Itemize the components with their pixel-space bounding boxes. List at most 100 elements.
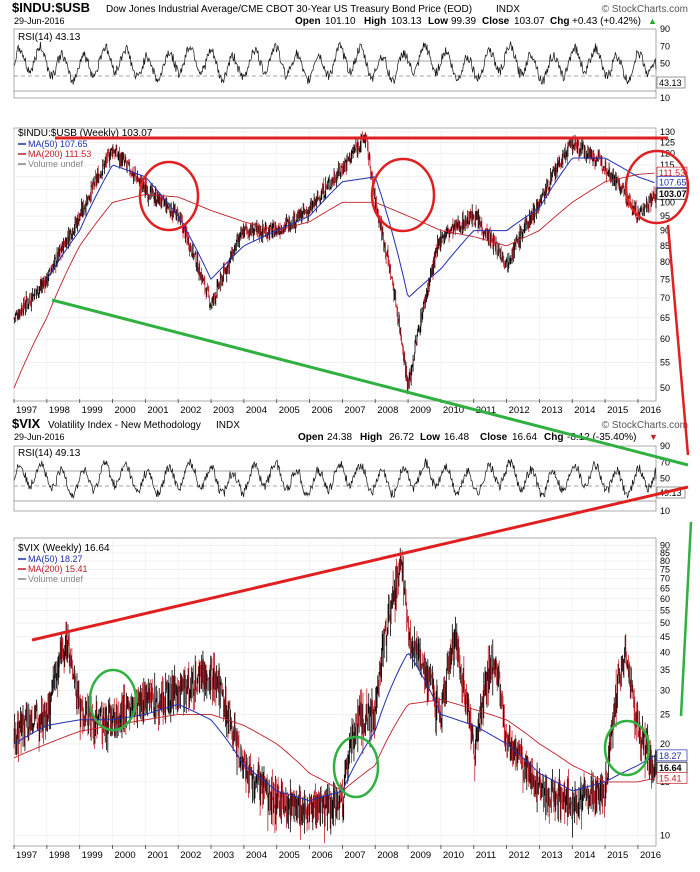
bottom-high-value: 26.72 [389, 432, 414, 443]
top-year-label: 2016 [640, 405, 661, 416]
top-rsi-value-text: 43.13 [659, 78, 682, 88]
top-rsi-value-tag [656, 76, 686, 89]
bottom-tick-label: 85 [660, 548, 670, 558]
bottom-grid [13, 541, 656, 845]
bottom-tick-label: 25 [660, 709, 670, 719]
bottom-rsi-ticks: 9070503010 [660, 441, 670, 516]
bottom-tick-label: 70 [660, 574, 670, 584]
bottom-date: 29-Jun-2016 [14, 432, 65, 442]
bottom-year-label: 2001 [147, 850, 168, 861]
bottom-year-label: 1998 [49, 850, 70, 861]
top-rsi-frame [13, 28, 657, 99]
bottom-ma50-line [13, 652, 655, 802]
top-year-label: 2011 [476, 405, 496, 416]
bottom-year-label: 2004 [246, 850, 267, 861]
top-year-label: 2003 [213, 405, 234, 416]
bottom-tick-label: 20 [660, 739, 670, 749]
top-symbol: $INDU:$USB [12, 0, 90, 15]
top-tick-label: 50 [660, 383, 670, 393]
bottom-chg-value: -8.12 (-35.40%) [567, 432, 636, 443]
top-tick-label: 125 [660, 138, 675, 148]
bottom-low-value: 16.48 [444, 432, 469, 443]
bottom-year-axis: 1997 1998 1999 2000 2001 2002 2003 2004 2005 2006… [13, 845, 661, 861]
top-year-label: 2001 [147, 405, 168, 416]
bottom-rsi-tick-label: 90 [660, 441, 670, 451]
top-rsi-ticks: 9070503010 [660, 24, 670, 103]
top-year-label: 1997 [16, 405, 37, 416]
top-tick-label: 60 [660, 334, 670, 344]
bottom-chg-label: Chg [544, 432, 563, 443]
bottom-year-label: 2011 [476, 850, 496, 861]
bottom-rsi-line [13, 458, 657, 499]
top-title: Dow Jones Industrial Average/CME CBOT 30… [106, 4, 472, 15]
bottom-year-label: 2007 [344, 850, 365, 861]
top-tick-label: 85 [660, 241, 670, 251]
top-circle-2016 [624, 149, 690, 225]
top-rsi-tick-label: 10 [660, 93, 670, 103]
top-tick-label: 65 [660, 313, 670, 323]
bottom-year-label: 2016 [640, 850, 661, 861]
top-grid [13, 130, 656, 399]
top-year-label: 2009 [410, 405, 431, 416]
top-tick-label: 55 [660, 358, 670, 368]
bottom-low-label: Low [420, 432, 440, 443]
bottom-tick-label: 80 [660, 556, 670, 566]
top-legend-item: MA(200) 111.53 [28, 149, 91, 159]
bottom-rsi-value-text: 49.13 [659, 488, 682, 498]
top-year-label: 2000 [115, 405, 136, 416]
top-rsi-tick-label: 50 [660, 59, 670, 69]
top-main-label: $INDU:$USB (Weekly) 103.07 [18, 128, 153, 139]
top-low-label: Low [428, 16, 448, 27]
bottom-rsi-label: RSI(14) 49.13 [18, 448, 81, 459]
bottom-ma200-line [13, 699, 655, 792]
bottom-year-label: 2015 [607, 850, 628, 861]
vix-circle-2007 [332, 735, 380, 799]
vix-up-line [679, 521, 693, 717]
bottom-year-label: 2006 [312, 850, 333, 861]
top-date: 29-Jun-2016 [14, 16, 65, 26]
top-year-label: 2004 [246, 405, 267, 416]
bottom-open-value: 24.38 [327, 432, 352, 443]
bottom-year-label: 1997 [16, 850, 37, 861]
top-year-label: 2015 [607, 405, 628, 416]
top-tag-text: 103.07 [659, 189, 687, 199]
bottom-rsi-tick-label: 70 [660, 457, 670, 467]
bottom-tick-label: 35 [660, 665, 670, 675]
top-ma50-line [46, 157, 655, 298]
bottom-tick-label: 60 [660, 594, 670, 604]
top-drop-line [666, 224, 690, 456]
bottom-year-label: 2014 [574, 850, 595, 861]
top-tick-label: 80 [660, 257, 670, 267]
bottom-legend-item: MA(200) 15.41 [28, 564, 88, 574]
bottom-year-label: 2008 [377, 850, 398, 861]
bottom-tick-label: 10 [660, 830, 670, 840]
top-high-label: High [364, 16, 386, 27]
top-credit: © StockCharts.com [602, 4, 688, 15]
top-year-label: 2005 [279, 405, 300, 416]
bottom-rsi-tick-label: 10 [660, 506, 670, 516]
annotations [31, 136, 693, 799]
top-low-value: 99.39 [451, 16, 476, 27]
top-circle-2001 [138, 160, 200, 232]
bottom-tick-label: 90 [660, 540, 670, 550]
top-year-label: 2007 [344, 405, 365, 416]
top-close-value: 103.07 [514, 16, 545, 27]
top-year-label: 2002 [180, 405, 201, 416]
top-tag-text: 107.65 [659, 178, 687, 188]
top-year-label: 2010 [443, 405, 464, 416]
bottom-open-label: Open [298, 432, 324, 443]
top-rsi-line [13, 41, 657, 85]
top-chg-up-icon: ▲ [648, 16, 657, 26]
top-year-label: 1999 [82, 405, 103, 416]
top-tick-label: 70 [660, 293, 670, 303]
top-chg-value: +0.43 (+0.42%) [572, 16, 641, 27]
top-ma200-line [13, 172, 655, 389]
bottom-year-label: 2012 [509, 850, 530, 861]
top-price-bars [13, 131, 657, 395]
bottom-rsi-tick-label: 50 [660, 474, 670, 484]
bottom-chg-down-icon: ▼ [649, 432, 658, 442]
bottom-tick-label: 55 [660, 605, 670, 615]
top-open-value: 101.10 [325, 16, 356, 27]
